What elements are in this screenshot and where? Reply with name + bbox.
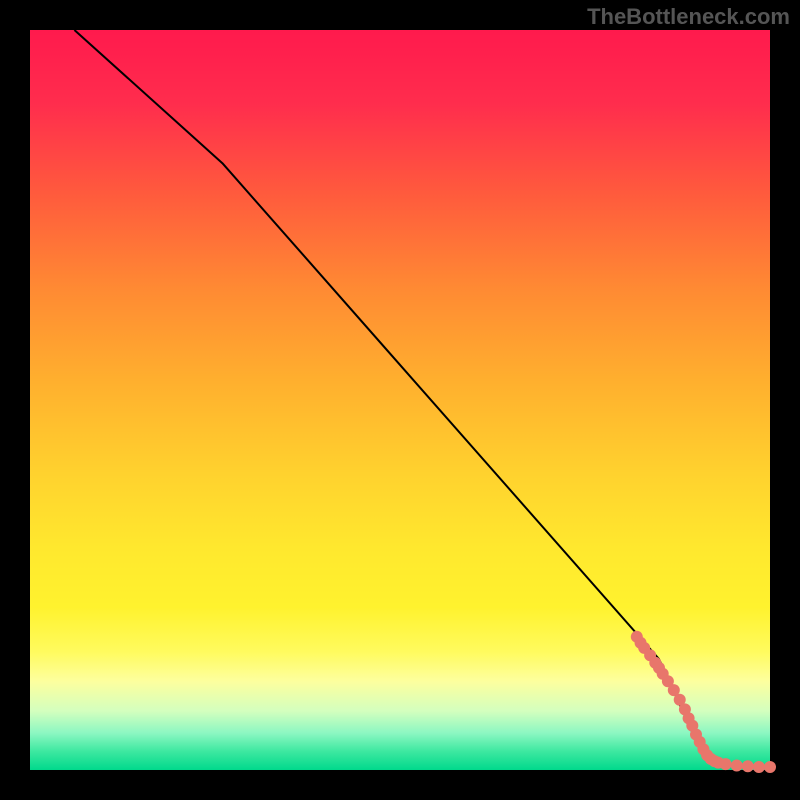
chart-svg (0, 0, 800, 800)
scatter-point (742, 760, 754, 772)
scatter-point (720, 758, 732, 770)
scatter-point (764, 761, 776, 773)
scatter-point (731, 760, 743, 772)
scatter-point (753, 761, 765, 773)
watermark: TheBottleneck.com (587, 4, 790, 30)
